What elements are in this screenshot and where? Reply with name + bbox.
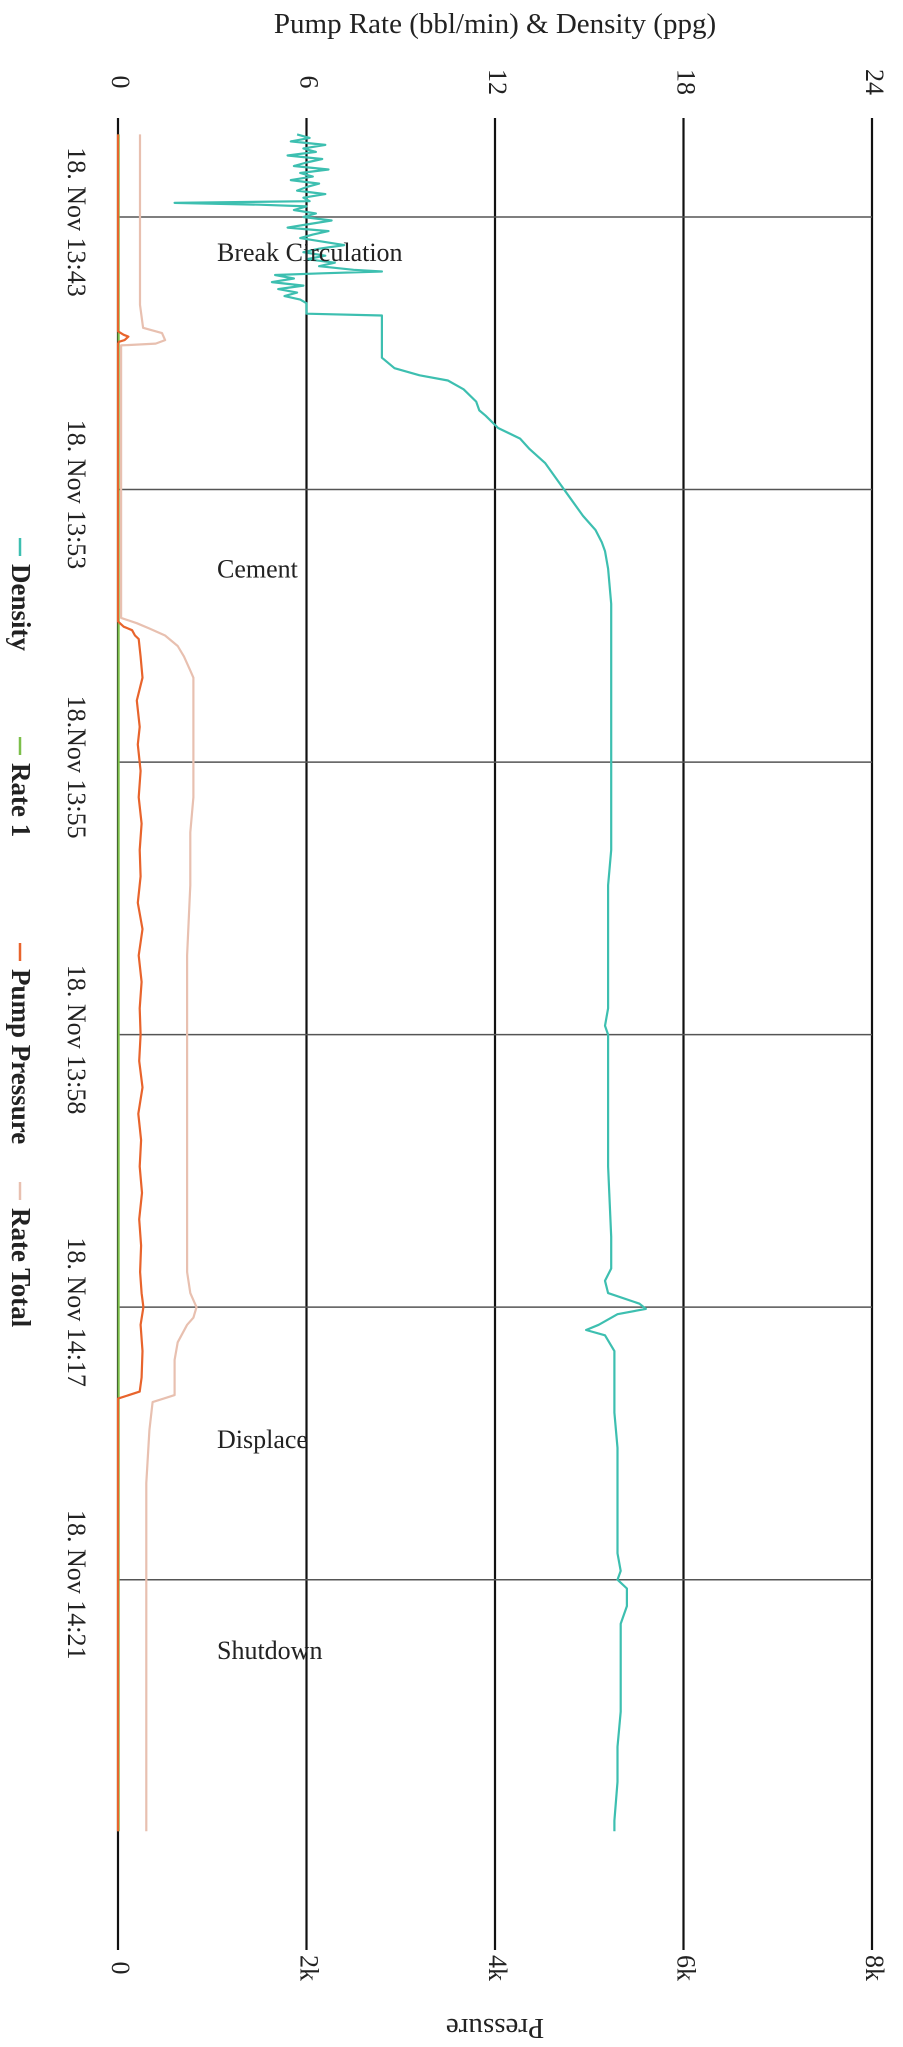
- bottom-tick-label: 4k: [483, 1955, 512, 1981]
- legend: Density Rate 1 Pump Pressure Rate Total: [6, 538, 36, 1328]
- stage-annotation: Cement: [217, 554, 299, 583]
- stage-annotation: Displace: [217, 1425, 308, 1454]
- legend-entry: Density: [6, 564, 36, 651]
- top-tick-label: 12: [483, 69, 512, 95]
- top-tick-label: 0: [106, 76, 135, 89]
- time-tick-label: 18. Nov 14:17: [62, 1237, 91, 1387]
- time-tick-label: 18. Nov 13:58: [62, 965, 91, 1115]
- time-tick-label: 18. Nov 13:43: [62, 147, 91, 297]
- gridlines: [116, 118, 874, 1950]
- top-tick-label: 6: [295, 76, 324, 89]
- legend-entry: Pump Pressure: [6, 969, 36, 1144]
- bottom-tick-label: 6k: [672, 1955, 701, 1981]
- legend-entry: Rate 1: [6, 763, 36, 837]
- axis-and-annotation-labels: 0 6 12 18 24 0 2k 4k 6k 8k 18. Nov 13:43 18. Nov 13…: [62, 69, 889, 1981]
- top-tick-label: 18: [672, 69, 701, 95]
- series-lines: [116, 133, 647, 1832]
- legend-entry: Rate Total: [6, 1208, 36, 1328]
- bottom-tick-label: 2k: [295, 1955, 324, 1981]
- series-line-pump-pressure: [116, 134, 145, 1832]
- time-tick-label: 18.Nov 13:55: [62, 696, 91, 839]
- series-line-density: [173, 133, 647, 1832]
- stage-annotation: Break Circulation: [217, 238, 403, 267]
- series-line-rate-total: [119, 134, 198, 1832]
- top-axis-label: Pump Rate (bbl/min) & Density (ppg): [274, 8, 716, 40]
- time-tick-label: 18. Nov 14:21: [62, 1510, 91, 1660]
- bottom-tick-label: 0: [106, 1962, 135, 1975]
- bottom-axis-label: Pressure: [446, 2012, 544, 2044]
- stage-annotation: Shutdown: [217, 1636, 322, 1665]
- bottom-tick-label: 8k: [860, 1955, 889, 1981]
- top-tick-label: 24: [860, 69, 889, 95]
- time-tick-label: 18. Nov 13:53: [62, 420, 91, 569]
